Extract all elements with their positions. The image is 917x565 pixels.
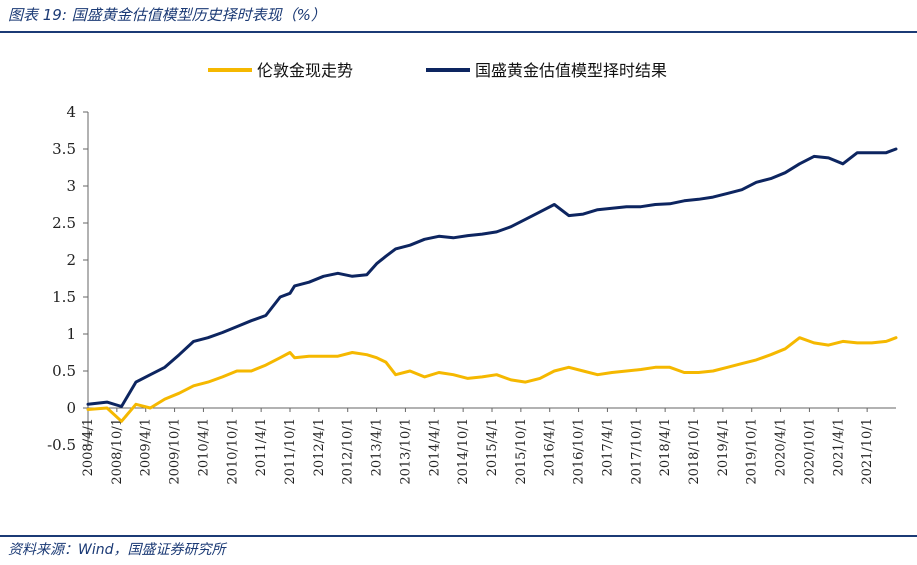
x-tick-label: 2018/4/1 — [658, 418, 673, 476]
x-tick-label: 2009/10/1 — [168, 418, 183, 485]
x-tick-label: 2009/4/1 — [139, 418, 154, 476]
y-tick-label: 0 — [66, 399, 76, 417]
x-tick-label: 2011/4/1 — [254, 418, 269, 476]
y-tick-label: 3 — [66, 177, 76, 195]
line-chart: 伦敦金现走势 国盛黄金估值模型择时结果 -0.5 0 0.5 1 1.5 2 2.5 3 3.5… — [47, 61, 898, 485]
title-divider — [0, 31, 917, 33]
legend-label-gold: 伦敦金现走势 — [257, 61, 353, 80]
figure-title: 图表 19: 国盛黄金估值模型历史择时表现（%） — [8, 6, 326, 24]
x-tick-label: 2021/10/1 — [860, 418, 875, 485]
x-tick-label: 2008/10/1 — [110, 418, 125, 485]
x-tick-label: 2012/10/1 — [341, 418, 356, 485]
x-tick-label: 2008/4/1 — [81, 418, 96, 476]
y-tick-label: 1.5 — [52, 288, 76, 306]
x-tick-label: 2017/4/1 — [600, 418, 615, 476]
y-tick-label: 2.5 — [52, 214, 76, 232]
chart-axes — [87, 112, 896, 445]
x-tick-label: 2011/10/1 — [283, 418, 298, 485]
x-tick-label: 2017/10/1 — [629, 418, 644, 485]
chart-legend: 伦敦金现走势 国盛黄金估值模型择时结果 — [208, 61, 667, 80]
y-tick-label: 3.5 — [52, 140, 76, 158]
legend-label-model: 国盛黄金估值模型择时结果 — [475, 61, 667, 80]
x-tick-label: 2021/4/1 — [831, 418, 846, 476]
series-line-gold — [86, 336, 898, 423]
x-tick-label: 2013/10/1 — [398, 418, 413, 485]
y-tick-label: 1 — [66, 325, 76, 343]
x-tick-label: 2019/10/1 — [745, 418, 760, 485]
x-tick-label: 2020/10/1 — [802, 418, 817, 485]
y-tick-label: -0.5 — [47, 436, 76, 454]
x-tick-label: 2015/4/1 — [485, 418, 500, 476]
y-tick-label: 2 — [66, 251, 76, 269]
y-tick-label: 0.5 — [52, 362, 76, 380]
x-tick-label: 2015/10/1 — [514, 418, 529, 485]
y-tick-label: 4 — [66, 103, 76, 121]
y-axis-ticks: -0.5 0 0.5 1 1.5 2 2.5 3 3.5 4 — [47, 103, 88, 454]
x-tick-label: 2019/4/1 — [716, 418, 731, 476]
source-divider — [0, 535, 917, 537]
source-note: 资料来源：Wind，国盛证券研究所 — [8, 542, 226, 558]
x-tick-label: 2018/10/1 — [687, 418, 702, 485]
x-axis-ticks: 2008/4/1 2008/10/1 2009/4/1 2009/10/1 2010/4… — [81, 408, 875, 485]
x-tick-label: 2020/4/1 — [774, 418, 789, 476]
x-tick-label: 2013/4/1 — [370, 418, 385, 476]
x-tick-label: 2010/4/1 — [196, 418, 211, 476]
x-tick-label: 2016/10/1 — [572, 418, 587, 485]
x-tick-label: 2016/4/1 — [543, 418, 558, 476]
chart-series — [86, 147, 898, 423]
x-tick-label: 2012/4/1 — [312, 418, 327, 476]
x-tick-label: 2010/10/1 — [225, 418, 240, 485]
x-tick-label: 2014/4/1 — [427, 418, 442, 476]
series-line-model — [86, 147, 898, 408]
x-tick-label: 2014/10/1 — [456, 418, 471, 485]
